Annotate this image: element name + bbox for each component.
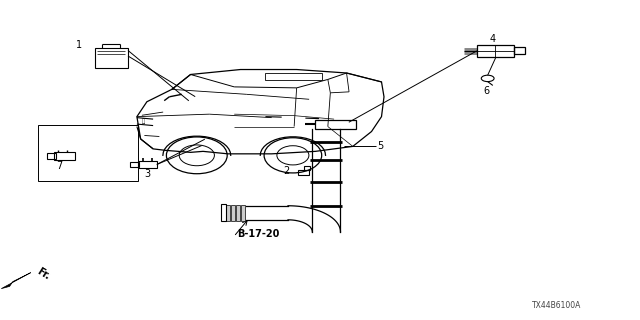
Text: TX44B6100A: TX44B6100A [532, 301, 582, 310]
Text: 6: 6 [483, 86, 490, 96]
Bar [231, 205, 235, 221]
Text: 3: 3 [144, 169, 150, 180]
Bar [298, 170, 309, 175]
Polygon shape [1, 273, 31, 289]
Bar [241, 205, 245, 221]
Bar [130, 162, 139, 167]
Text: 2: 2 [284, 166, 290, 176]
Bar [514, 47, 525, 54]
Text: ⬦: ⬦ [141, 119, 145, 124]
Bar [477, 45, 514, 57]
Text: B-17-20: B-17-20 [237, 228, 279, 239]
Text: 4: 4 [490, 34, 496, 44]
Bar [47, 153, 56, 159]
Bar [315, 120, 356, 129]
Bar [304, 166, 310, 170]
Bar [38, 125, 138, 181]
Bar [221, 204, 226, 221]
Bar [226, 205, 230, 221]
Bar [138, 161, 157, 168]
Bar [95, 48, 128, 68]
Text: 1: 1 [76, 40, 82, 51]
Bar [236, 205, 240, 221]
Text: 7: 7 [56, 161, 63, 171]
Bar [54, 152, 75, 160]
Text: 5: 5 [378, 140, 384, 151]
Text: Fr.: Fr. [35, 266, 52, 281]
Bar [266, 73, 322, 80]
